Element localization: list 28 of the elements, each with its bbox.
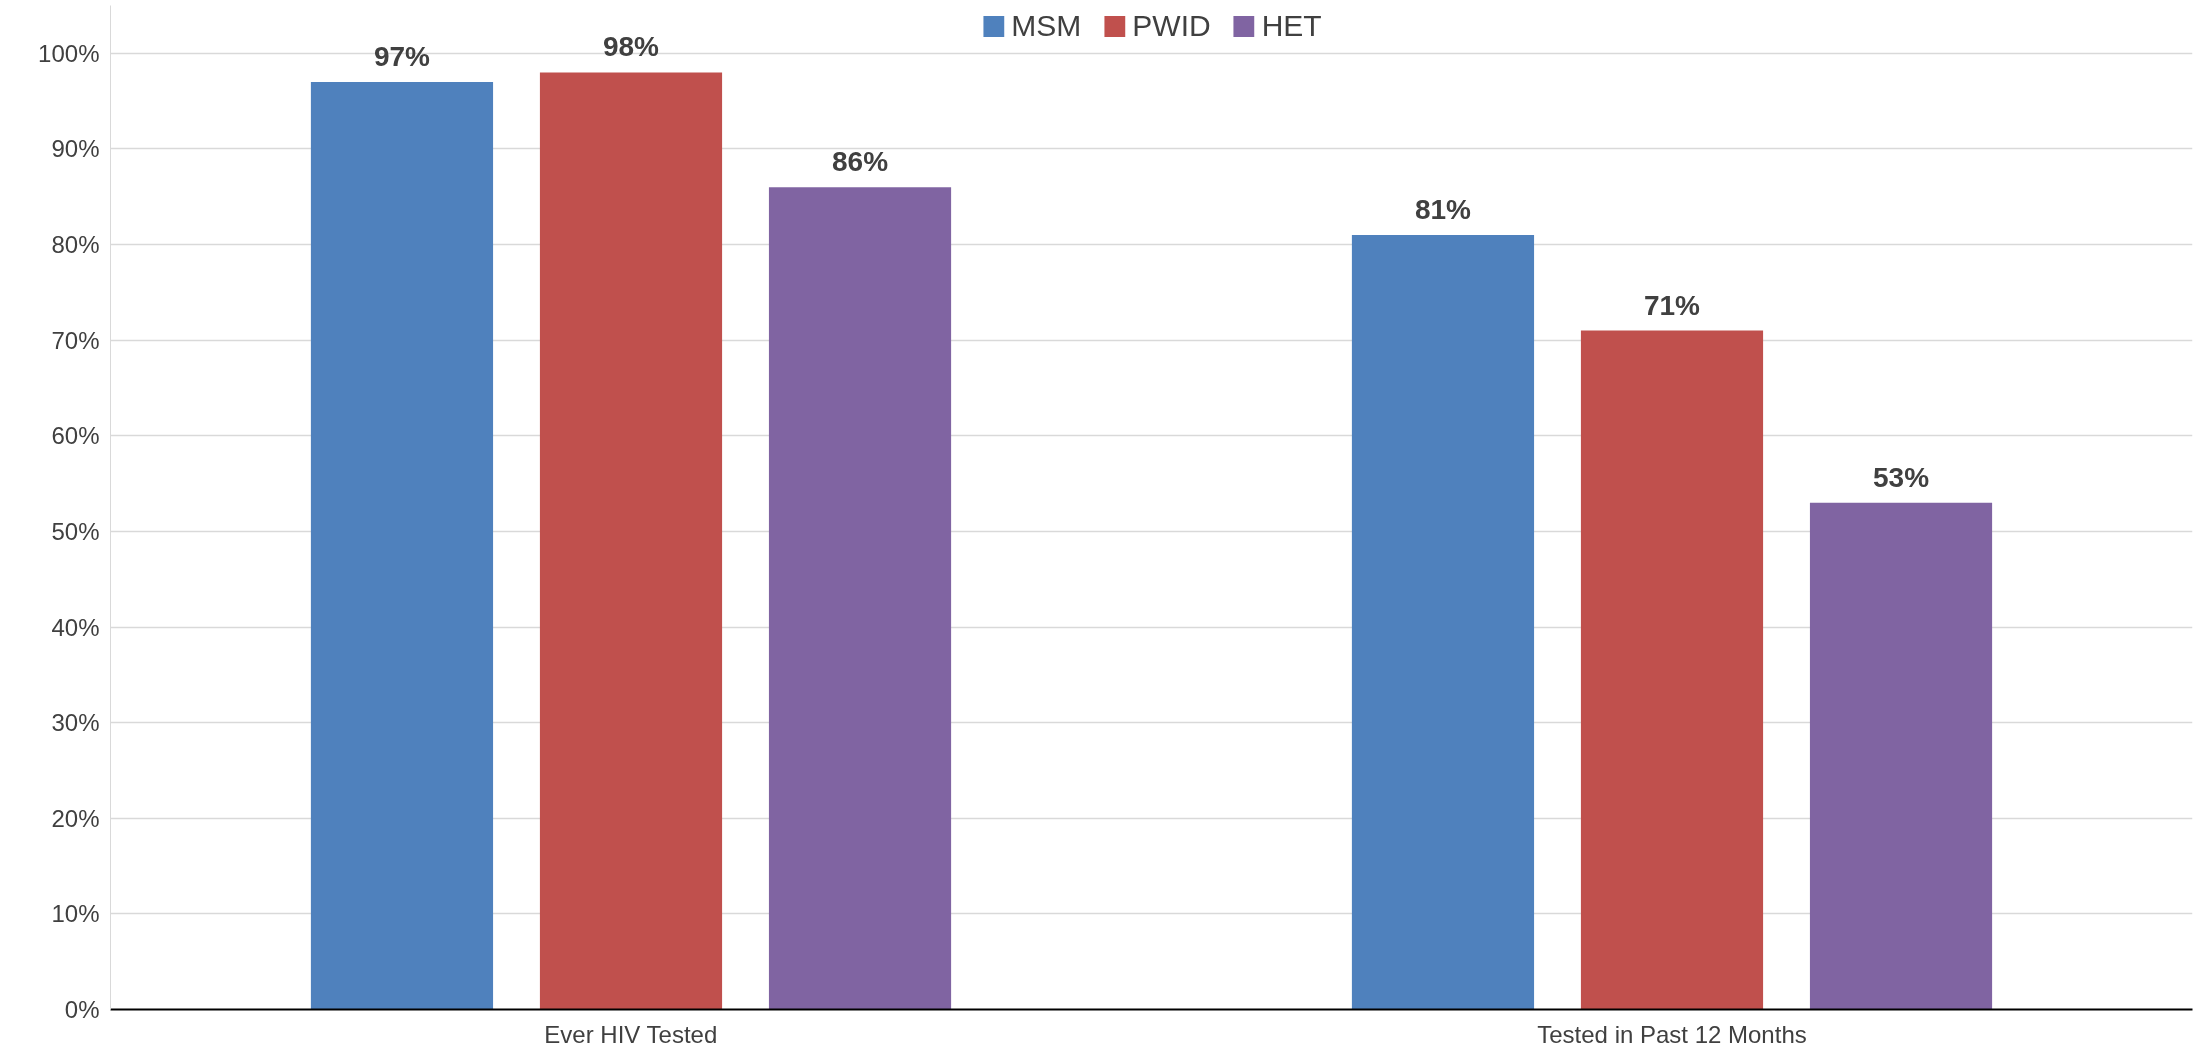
y-tick-label: 70% [51,326,100,354]
legend-label: HET [1261,9,1322,43]
x-tick-label: Ever HIV Tested [544,1020,718,1048]
y-tick-label: 100% [38,39,100,67]
bar [1809,502,1993,1010]
y-tick-label: 90% [51,135,100,163]
y-tick-label: 20% [51,804,100,832]
y-tick-label: 80% [51,231,100,259]
data-label: 53% [1873,461,1930,493]
y-tick-label: 10% [51,900,100,928]
bar [1351,234,1535,1010]
y-tick-label: 40% [51,613,100,641]
bar [539,72,723,1010]
bar [768,187,952,1010]
y-tick-label: 0% [64,996,100,1023]
bar [310,82,494,1010]
x-tick-label: Tested in Past 12 Months [1537,1020,1807,1048]
legend-label: MSM [1011,9,1082,43]
bar [1580,330,1764,1010]
data-label: 86% [832,146,889,178]
y-tick-label: 50% [51,517,100,545]
y-tick-label: 60% [51,422,100,450]
data-label: 81% [1414,193,1472,225]
data-label: 98% [602,31,660,63]
data-label: 71% [1643,289,1701,321]
data-label: 97% [373,41,431,72]
legend-label: PWID [1132,9,1211,43]
y-tick-label: 30% [51,709,100,737]
